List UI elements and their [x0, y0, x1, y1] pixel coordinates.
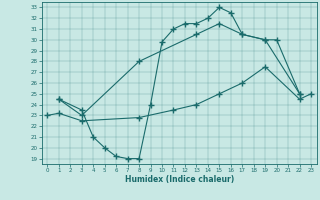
X-axis label: Humidex (Indice chaleur): Humidex (Indice chaleur)	[124, 175, 234, 184]
